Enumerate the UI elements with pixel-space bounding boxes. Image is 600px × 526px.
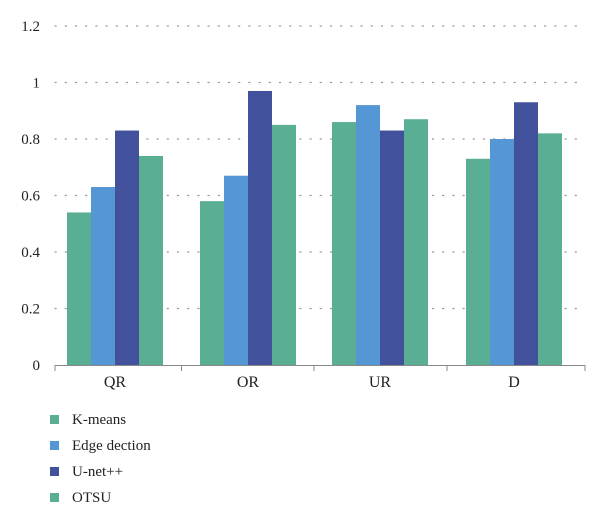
- y-tick-label: 1.2: [21, 19, 40, 35]
- bar-edge-dection-or: [224, 175, 248, 365]
- legend-label: U-net++: [72, 464, 123, 480]
- bar-u-net--or: [248, 90, 272, 365]
- legend: K-means Edge dection U-net++ OTSU: [50, 412, 151, 506]
- bar-u-net--d: [514, 102, 538, 366]
- legend-label: K-means: [72, 412, 126, 428]
- legend-swatch: [50, 441, 59, 450]
- y-tick-label: 0.4: [21, 245, 40, 261]
- bar-otsu-or: [272, 124, 296, 365]
- grid-lines: [54, 25, 586, 310]
- legend-label: Edge dection: [72, 438, 151, 454]
- legend-label: OTSU: [72, 490, 111, 506]
- x-tick-label: QR: [104, 374, 127, 391]
- legend-swatch: [50, 467, 59, 476]
- x-tick-label: D: [508, 374, 520, 391]
- y-tick-label: 0: [33, 358, 41, 374]
- legend-swatch: [50, 493, 59, 502]
- bar-edge-dection-d: [490, 139, 514, 365]
- bar-k-means-qr: [67, 212, 91, 365]
- x-axis-labels: QR OR UR D: [104, 374, 520, 391]
- x-axis: [54, 365, 586, 371]
- bar-edge-dection-ur: [356, 105, 380, 365]
- bar-k-means-ur: [332, 122, 356, 365]
- y-axis-ticks: 0 0.2 0.4 0.6 0.8 1 1.2: [21, 19, 40, 374]
- bar-otsu-ur: [404, 119, 428, 365]
- bar-otsu-qr: [139, 155, 163, 365]
- bar-otsu-d: [538, 133, 562, 365]
- y-tick-label: 0.2: [21, 302, 40, 318]
- bar-u-net--ur: [380, 130, 404, 365]
- x-tick-label: OR: [237, 374, 260, 391]
- y-tick-label: 0.6: [21, 189, 40, 205]
- x-tick-label: UR: [369, 374, 392, 391]
- bars: [67, 90, 562, 366]
- bar-u-net--qr: [115, 130, 139, 365]
- y-tick-label: 1: [33, 76, 41, 92]
- legend-swatch: [50, 415, 59, 424]
- y-tick-label: 0.8: [21, 132, 40, 148]
- bar-k-means-d: [466, 158, 490, 365]
- bar-edge-dection-qr: [91, 187, 115, 365]
- bar-k-means-or: [200, 201, 224, 365]
